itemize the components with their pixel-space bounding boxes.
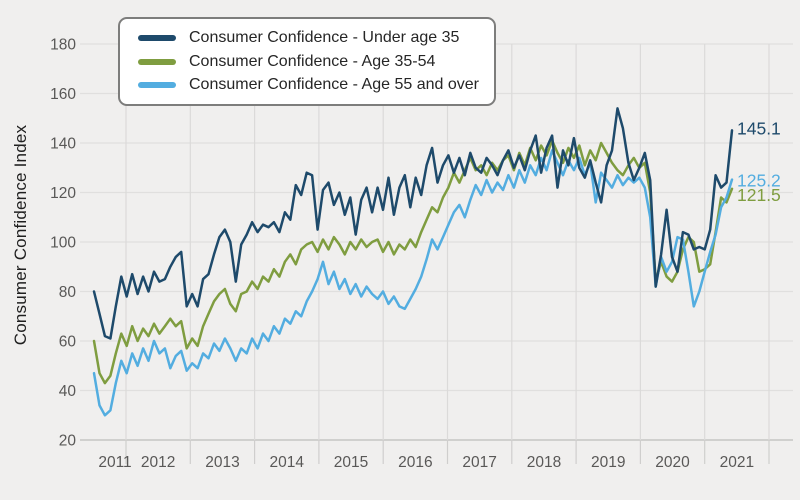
y-tick-label-40: 40: [59, 383, 77, 400]
x-tick-label-2017: 2017: [462, 454, 496, 471]
x-tick-label-2015: 2015: [334, 454, 368, 471]
legend-label-35-54: Consumer Confidence - Age 35-54: [189, 52, 436, 70]
series-line-0: [92, 107, 734, 340]
x-tick-label-2012: 2012: [141, 454, 175, 471]
y-tick-label-60: 60: [59, 334, 77, 351]
y-tick-label-180: 180: [50, 37, 76, 54]
y-tick-label-20: 20: [59, 433, 77, 450]
end-label-0: 145.1: [737, 118, 781, 138]
legend: Consumer Confidence - Under age 35 Consu…: [118, 17, 496, 106]
x-tick-label-2020: 2020: [655, 454, 690, 471]
end-label-2: 125.2: [737, 171, 781, 191]
legend-label-55-over: Consumer Confidence - Age 55 and over: [189, 76, 479, 94]
legend-item-55-over: Consumer Confidence - Age 55 and over: [138, 76, 494, 94]
legend-swatch-under-35-icon: [138, 34, 176, 41]
y-tick-label-140: 140: [50, 136, 76, 153]
x-tick-label-2019: 2019: [591, 454, 625, 471]
x-tick-label-2016: 2016: [398, 454, 432, 471]
series-line-2: [92, 149, 734, 417]
legend-swatch-35-54-icon: [138, 58, 176, 65]
x-tick-label-2011: 2011: [98, 454, 131, 471]
x-tick-label-2014: 2014: [270, 454, 305, 471]
y-tick-label-160: 160: [50, 86, 76, 103]
x-tick-label-2021: 2021: [720, 454, 754, 471]
y-tick-label-120: 120: [50, 185, 76, 202]
legend-label-under-35: Consumer Confidence - Under age 35: [189, 28, 460, 46]
end-label-1: 121.5: [737, 185, 781, 205]
legend-item-under-35: Consumer Confidence - Under age 35: [138, 29, 494, 47]
x-tick-label-2018: 2018: [527, 454, 561, 471]
y-axis-title: Consumer Confidence Index: [11, 124, 30, 346]
legend-swatch-55-over-icon: [138, 82, 176, 89]
series-line-1: [92, 139, 734, 385]
x-tick-label-2013: 2013: [205, 454, 239, 471]
y-tick-label-80: 80: [59, 284, 77, 301]
legend-item-35-54: Consumer Confidence - Age 35-54: [138, 53, 494, 71]
y-tick-label-100: 100: [50, 235, 76, 252]
